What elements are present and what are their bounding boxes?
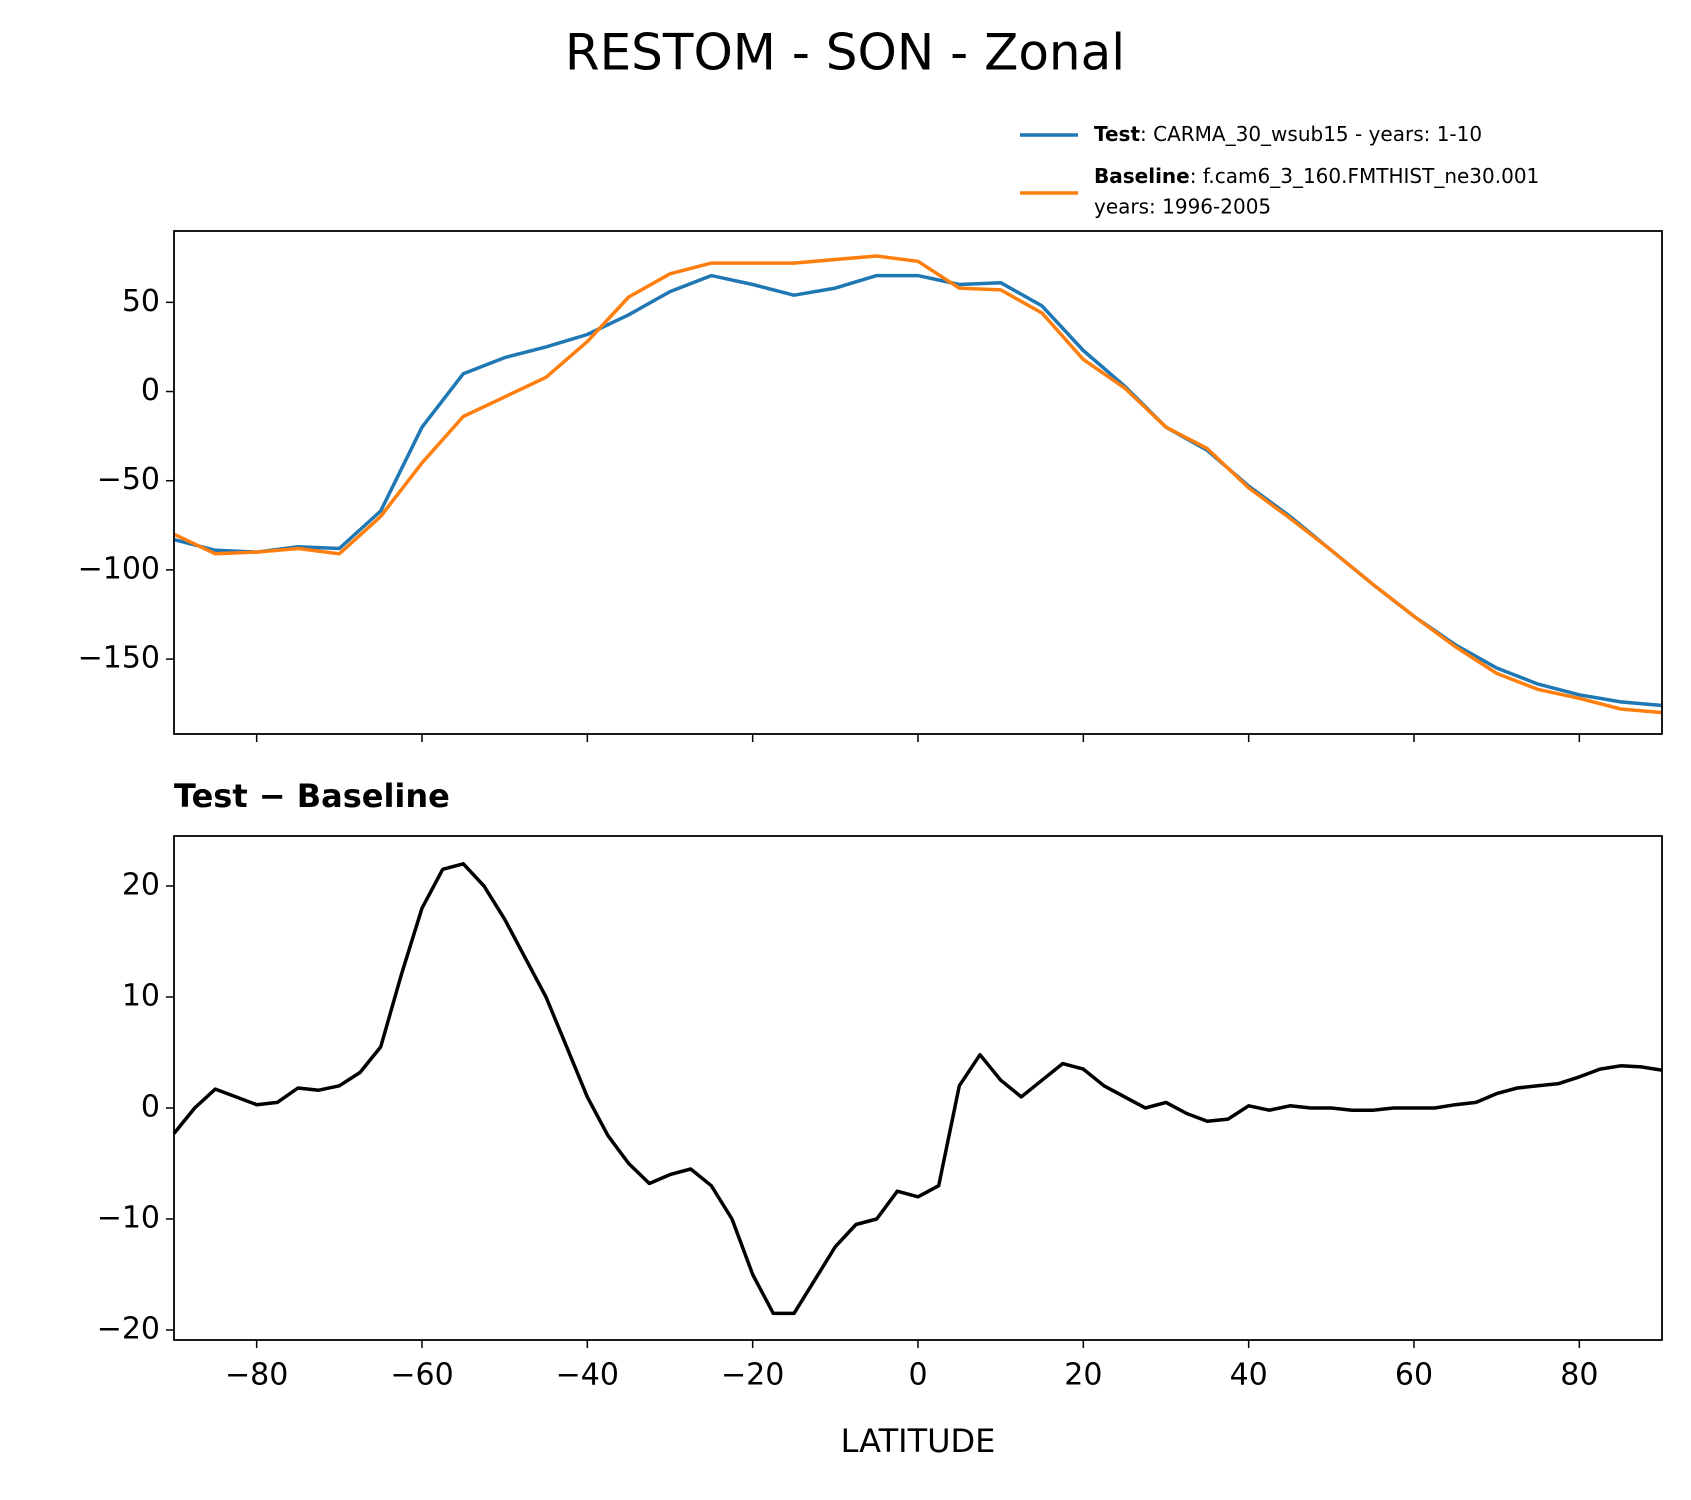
x-tick-label: 40 (1230, 1358, 1268, 1393)
legend-detail: : CARMA_30_wsub15 - years: 1-10 (1140, 122, 1482, 146)
legend-detail: years: 1996-2005 (1094, 195, 1271, 219)
x-tick-label: −80 (225, 1358, 288, 1393)
figure-title: RESTOM - SON - Zonal (565, 24, 1125, 82)
data-line (173, 273, 1663, 708)
y-tick-label: 10 (122, 978, 160, 1013)
y-tick-label: 0 (141, 373, 160, 408)
legend-label: Test: CARMA_30_wsub15 - years: 1-10 (1094, 122, 1482, 146)
x-tick-label: 20 (1064, 1358, 1102, 1393)
legend-label: Baseline: f.cam6_3_160.FMTHIST_ne30.001 (1094, 164, 1539, 188)
y-tick-label: 20 (122, 867, 160, 902)
subplot-title: Test − Baseline (174, 777, 450, 815)
x-tick-label: −20 (721, 1358, 784, 1393)
x-tick-label: 0 (908, 1358, 927, 1393)
y-tick-label: 50 (122, 284, 160, 319)
plot-frame (173, 230, 1663, 735)
y-tick-label: −20 (97, 1312, 160, 1347)
x-tick-label: −40 (556, 1358, 619, 1393)
x-tick-label: −60 (390, 1358, 453, 1393)
x-axis-label: LATITUDE (841, 1422, 996, 1460)
legend-name: Test (1094, 122, 1140, 146)
x-tick-label: 80 (1560, 1358, 1598, 1393)
data-line (173, 254, 1663, 715)
y-tick-label: −100 (78, 551, 160, 586)
plot-frame (173, 835, 1663, 1341)
legend-name: Baseline (1094, 164, 1190, 188)
y-tick-label: −10 (97, 1200, 160, 1235)
y-tick-label: 0 (141, 1089, 160, 1124)
y-tick-label: −150 (78, 641, 160, 676)
y-tick-label: −50 (97, 462, 160, 497)
x-tick-label: 60 (1395, 1358, 1433, 1393)
data-line (172, 862, 1663, 1316)
legend-detail: : f.cam6_3_160.FMTHIST_ne30.001 (1190, 164, 1540, 188)
